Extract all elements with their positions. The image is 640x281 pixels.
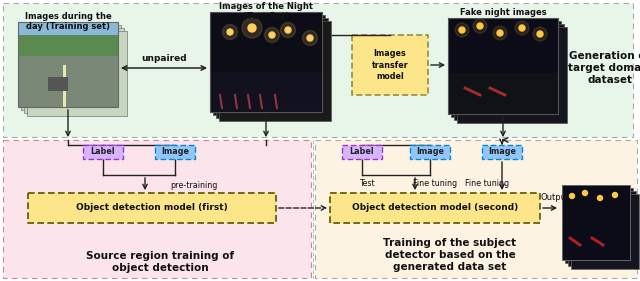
- FancyBboxPatch shape: [28, 193, 276, 223]
- Circle shape: [533, 27, 547, 41]
- Circle shape: [269, 32, 275, 38]
- FancyBboxPatch shape: [63, 65, 66, 107]
- Text: Images
transfer
model: Images transfer model: [372, 49, 408, 81]
- FancyBboxPatch shape: [448, 73, 558, 114]
- FancyBboxPatch shape: [216, 18, 328, 118]
- FancyBboxPatch shape: [83, 145, 123, 159]
- FancyBboxPatch shape: [562, 185, 630, 260]
- FancyBboxPatch shape: [21, 25, 121, 110]
- Text: Fine tuning: Fine tuning: [465, 178, 509, 187]
- Text: Label: Label: [349, 148, 374, 157]
- Text: Object detection model (second): Object detection model (second): [352, 203, 518, 212]
- Circle shape: [537, 31, 543, 37]
- Text: Label: Label: [91, 148, 115, 157]
- Text: Training of the subject
detector based on the
generated data set: Training of the subject detector based o…: [383, 238, 516, 272]
- FancyBboxPatch shape: [448, 18, 558, 114]
- Text: Fine tuning: Fine tuning: [413, 178, 457, 187]
- Circle shape: [515, 21, 529, 35]
- Text: Images during the
day (Training set): Images during the day (Training set): [24, 12, 111, 31]
- FancyBboxPatch shape: [48, 77, 68, 91]
- FancyBboxPatch shape: [3, 3, 633, 137]
- Circle shape: [303, 31, 317, 46]
- FancyBboxPatch shape: [155, 145, 195, 159]
- Text: Generation of
target domain
dataset: Generation of target domain dataset: [568, 51, 640, 85]
- FancyBboxPatch shape: [24, 28, 124, 113]
- FancyBboxPatch shape: [352, 35, 428, 95]
- FancyBboxPatch shape: [315, 140, 637, 278]
- Text: Output: Output: [540, 193, 570, 202]
- FancyBboxPatch shape: [330, 193, 540, 223]
- Circle shape: [582, 191, 588, 196]
- Circle shape: [280, 22, 296, 37]
- Circle shape: [570, 194, 575, 198]
- Circle shape: [497, 30, 503, 36]
- FancyBboxPatch shape: [27, 31, 127, 116]
- Text: Image: Image: [161, 148, 189, 157]
- Circle shape: [227, 29, 233, 35]
- Text: Test: Test: [359, 178, 375, 187]
- Text: pre-training: pre-training: [170, 180, 218, 189]
- FancyBboxPatch shape: [210, 72, 322, 112]
- Text: Object detection model (first): Object detection model (first): [76, 203, 228, 212]
- FancyBboxPatch shape: [571, 194, 639, 269]
- Text: Images of the Night
(Test Set): Images of the Night (Test Set): [219, 2, 313, 21]
- Text: Image: Image: [488, 148, 516, 157]
- FancyBboxPatch shape: [210, 12, 322, 112]
- Circle shape: [264, 28, 280, 42]
- Circle shape: [223, 24, 237, 40]
- FancyBboxPatch shape: [410, 145, 450, 159]
- FancyBboxPatch shape: [219, 21, 331, 121]
- FancyBboxPatch shape: [18, 52, 118, 107]
- Circle shape: [248, 24, 256, 32]
- FancyBboxPatch shape: [18, 22, 118, 52]
- FancyBboxPatch shape: [482, 145, 522, 159]
- FancyBboxPatch shape: [213, 15, 325, 115]
- FancyBboxPatch shape: [457, 27, 567, 123]
- Text: Image: Image: [416, 148, 444, 157]
- FancyBboxPatch shape: [565, 188, 633, 263]
- Circle shape: [285, 27, 291, 33]
- FancyBboxPatch shape: [342, 145, 382, 159]
- Text: Fake night images: Fake night images: [460, 8, 547, 17]
- Circle shape: [455, 23, 469, 37]
- Circle shape: [242, 18, 262, 38]
- Circle shape: [519, 25, 525, 31]
- FancyBboxPatch shape: [3, 140, 311, 278]
- Circle shape: [477, 23, 483, 29]
- FancyBboxPatch shape: [451, 21, 561, 117]
- FancyBboxPatch shape: [18, 35, 118, 56]
- Circle shape: [459, 27, 465, 33]
- Circle shape: [307, 35, 313, 41]
- Circle shape: [493, 26, 507, 40]
- Text: unpaired: unpaired: [141, 54, 187, 63]
- Circle shape: [612, 192, 618, 198]
- Circle shape: [473, 19, 487, 33]
- FancyBboxPatch shape: [568, 191, 636, 266]
- Text: Source region training of
object detection: Source region training of object detecti…: [86, 251, 234, 273]
- Circle shape: [598, 196, 602, 201]
- FancyBboxPatch shape: [454, 24, 564, 120]
